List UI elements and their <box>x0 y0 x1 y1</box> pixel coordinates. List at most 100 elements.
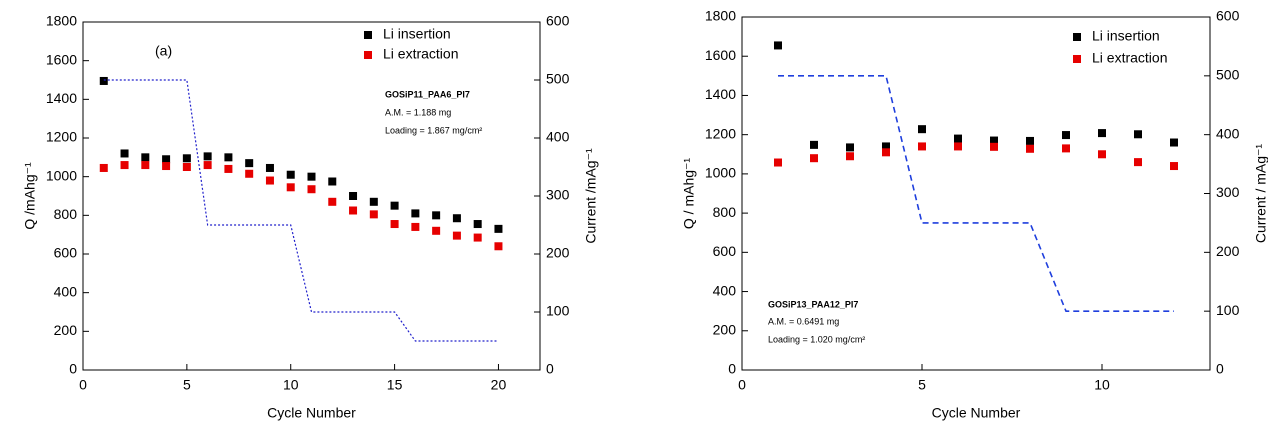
plot-frame <box>82 21 541 371</box>
y2-tick-label: 300 <box>546 187 570 203</box>
x-tick-label: 10 <box>283 377 299 393</box>
point <box>369 210 378 219</box>
point <box>99 163 108 172</box>
annotation: A.M. = 1.188 mg <box>385 107 451 117</box>
y-tick-label: 200 <box>54 322 78 338</box>
point <box>1134 158 1142 167</box>
y2-tick-label: 400 <box>546 129 570 145</box>
point <box>307 172 316 181</box>
point <box>203 161 212 170</box>
point <box>1026 144 1034 153</box>
point <box>307 185 316 194</box>
point <box>328 177 337 186</box>
point <box>494 224 503 233</box>
y2-axis-label: Current / mAg⁻¹ <box>1253 144 1268 244</box>
y-tick-label: 600 <box>713 243 737 259</box>
point <box>452 231 461 240</box>
y2-tick-label: 200 <box>546 245 570 261</box>
point <box>390 220 399 229</box>
point <box>774 158 782 167</box>
point <box>432 226 441 235</box>
legend-label: Li insertion <box>383 26 451 42</box>
y2-tick-label: 100 <box>546 303 570 319</box>
x-tick-label: 0 <box>79 377 87 393</box>
y-tick-label: 1600 <box>705 47 736 63</box>
legend-marker <box>1073 33 1081 41</box>
point <box>141 153 150 162</box>
legend-marker <box>364 31 372 39</box>
y-tick-label: 400 <box>713 282 737 298</box>
point <box>432 211 441 220</box>
legend-label: Li extraction <box>383 46 458 62</box>
x-axis-label: Cycle Number <box>932 405 1021 421</box>
point <box>990 142 998 151</box>
point <box>1098 129 1106 138</box>
point <box>810 154 818 163</box>
point <box>369 197 378 206</box>
point <box>473 220 482 229</box>
y2-tick-label: 300 <box>1216 184 1240 200</box>
point <box>120 149 129 158</box>
y-tick-label: 1200 <box>705 125 736 141</box>
y-tick-label: 1400 <box>705 86 736 102</box>
y2-tick-label: 0 <box>546 361 554 377</box>
point <box>918 125 926 134</box>
point <box>411 209 420 218</box>
current-line <box>103 79 499 342</box>
y-axis-label: Q / mAhg⁻¹ <box>681 158 697 230</box>
y2-tick-label: 100 <box>1216 302 1240 318</box>
point <box>846 152 854 161</box>
point <box>245 169 254 178</box>
point <box>1134 130 1142 139</box>
annotation: A.M. = 0.6491 mg <box>768 316 839 326</box>
annotation: GOSiP11_PAA6_PI7 <box>385 89 470 99</box>
legend-marker <box>364 51 372 59</box>
point <box>141 161 150 170</box>
point <box>411 222 420 231</box>
point <box>265 176 274 185</box>
point <box>224 164 233 173</box>
point <box>810 140 818 149</box>
y-tick-label: 800 <box>713 204 737 220</box>
x-tick-label: 5 <box>918 377 926 393</box>
x-tick-label: 0 <box>738 377 746 393</box>
y-tick-label: 600 <box>54 245 78 261</box>
y-tick-label: 800 <box>54 206 78 222</box>
point <box>286 170 295 179</box>
y2-tick-label: 600 <box>546 13 570 29</box>
y-tick-label: 1200 <box>46 129 77 145</box>
point <box>286 183 295 192</box>
x-tick-label: 15 <box>387 377 403 393</box>
point <box>452 214 461 223</box>
y-tick-label: 0 <box>728 361 736 377</box>
y-tick-label: 1600 <box>46 51 77 67</box>
y-axis-label: Q /mAhg⁻¹ <box>22 162 38 230</box>
y2-tick-label: 600 <box>1216 8 1240 24</box>
annotation: Loading = 1.867 mg/cm² <box>385 125 482 135</box>
y2-tick-label: 500 <box>1216 67 1240 83</box>
point <box>1062 144 1070 153</box>
legend-label: Li insertion <box>1092 28 1160 44</box>
point <box>1062 131 1070 140</box>
x-tick-label: 5 <box>183 377 191 393</box>
point <box>954 134 962 143</box>
point <box>245 159 254 168</box>
current-line <box>778 75 1174 312</box>
annotation: Loading = 1.020 mg/cm² <box>768 334 865 344</box>
x-tick-label: 10 <box>1094 377 1110 393</box>
point <box>182 163 191 171</box>
point <box>349 192 358 200</box>
y2-tick-label: 0 <box>1216 361 1224 377</box>
point <box>494 242 503 251</box>
legend-label: Li extraction <box>1092 50 1167 66</box>
point <box>349 206 358 215</box>
point <box>846 143 854 152</box>
point <box>954 142 962 151</box>
annotation: GOSiP13_PAA12_PI7 <box>768 299 858 309</box>
x-axis-label: Cycle Number <box>267 405 356 421</box>
y-tick-label: 200 <box>713 321 737 337</box>
y-tick-label: 1400 <box>46 90 77 106</box>
point <box>882 148 890 157</box>
point <box>99 76 108 85</box>
